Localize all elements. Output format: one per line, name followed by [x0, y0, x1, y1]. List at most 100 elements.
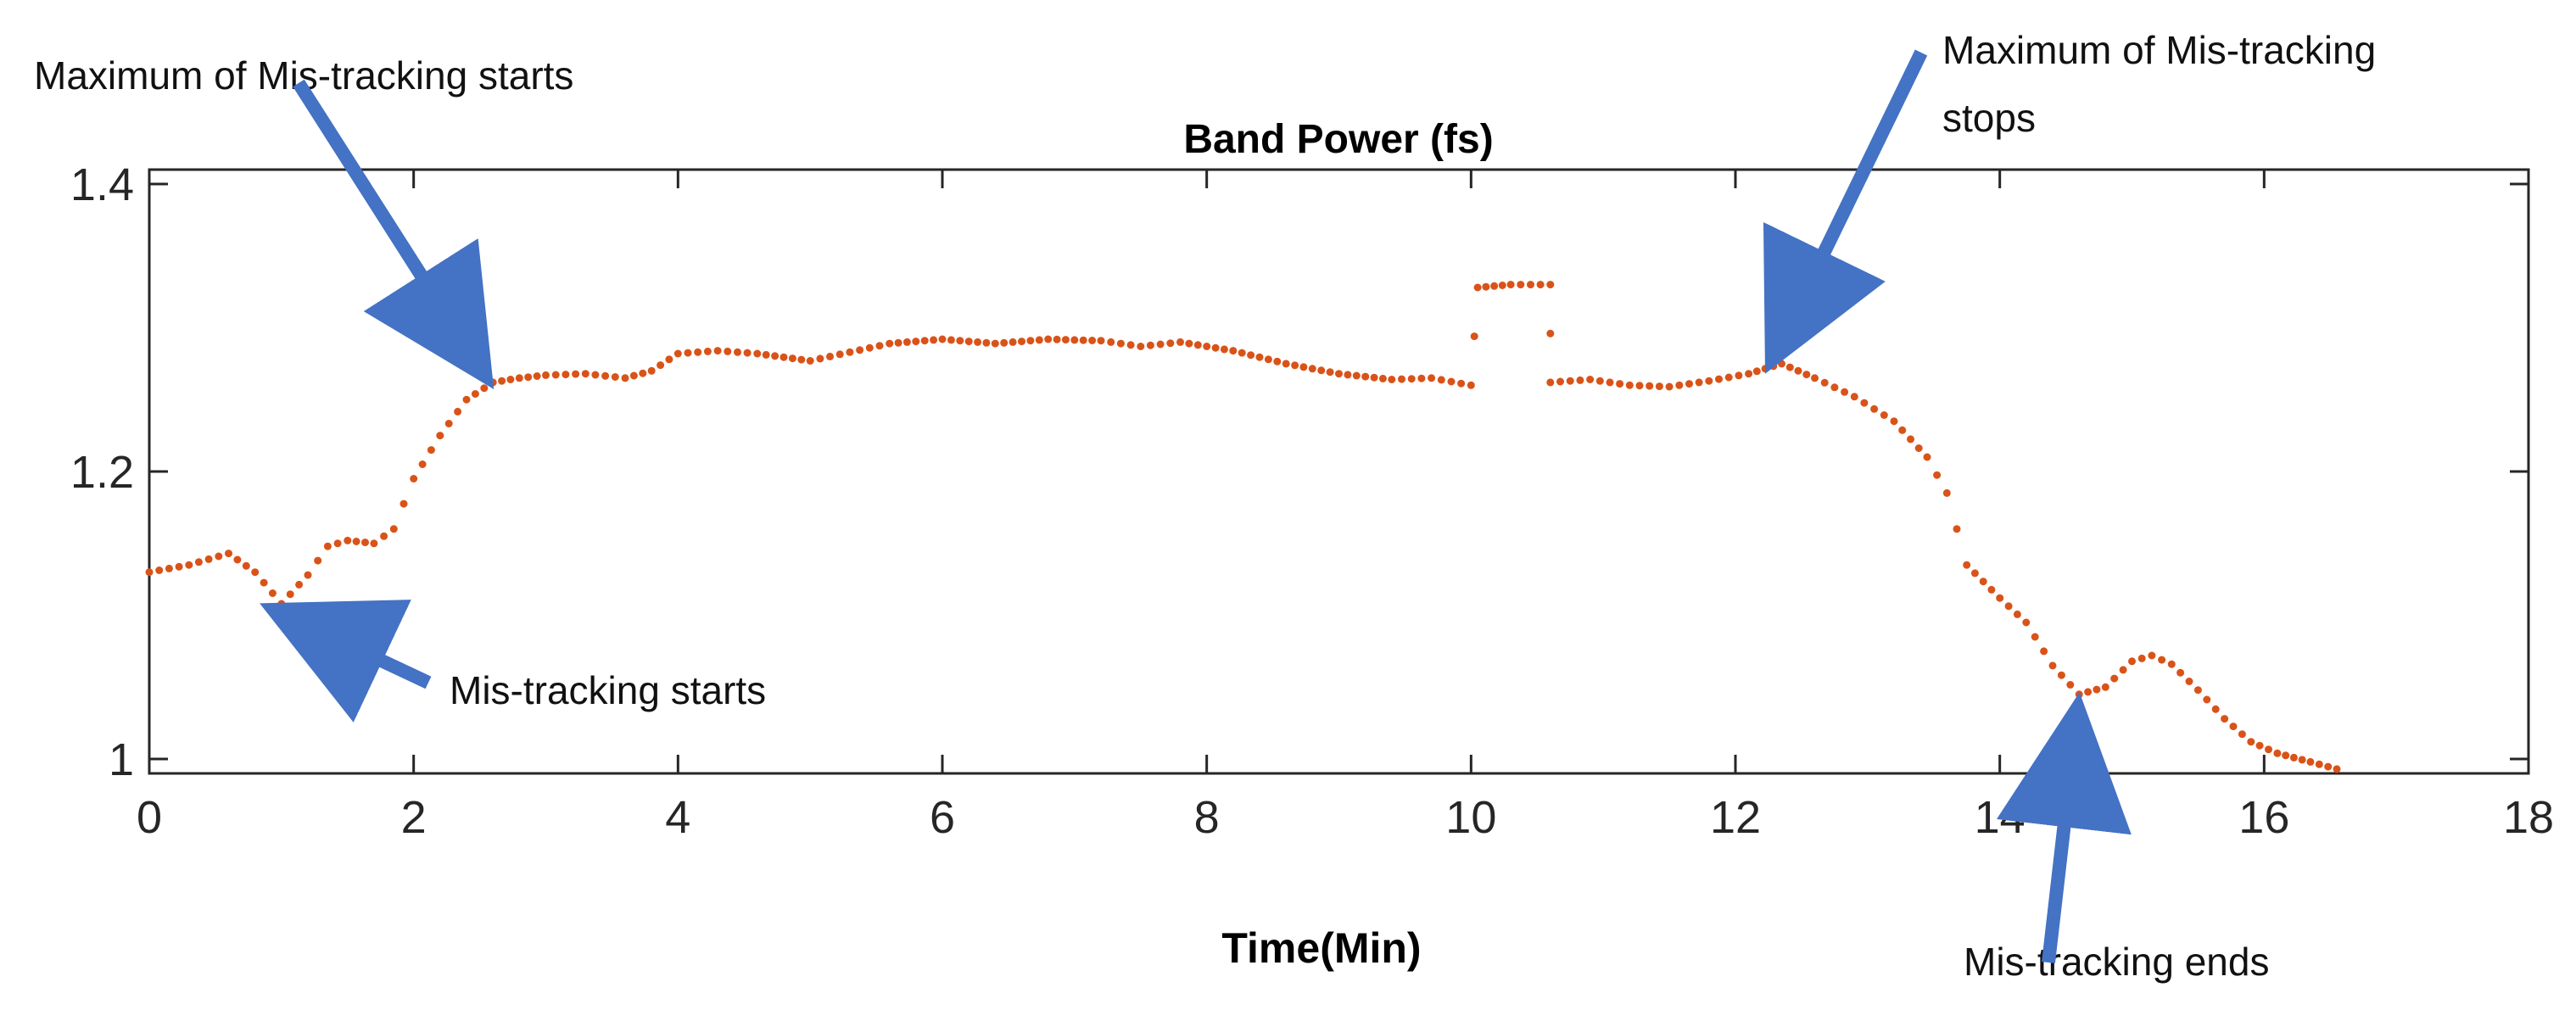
data-point [1282, 360, 1290, 368]
data-point [1035, 336, 1043, 344]
x-tick-label: 14 [1975, 792, 2026, 843]
annotation-max-stop-line1: Maximum of Mis-tracking [1942, 28, 2376, 72]
data-point [1735, 371, 1743, 380]
data-point [2203, 695, 2211, 704]
data-point [551, 371, 560, 379]
data-point [1566, 377, 1574, 385]
data-point [2315, 760, 2323, 768]
data-point [1635, 382, 1644, 390]
data-point [344, 536, 352, 544]
data-point [304, 571, 312, 579]
data-point [2013, 610, 2021, 618]
x-tick-label: 6 [930, 792, 955, 843]
data-point [1220, 345, 1228, 354]
data-point [1576, 376, 1584, 384]
data-point [1193, 341, 1202, 349]
data-point [2093, 685, 2101, 694]
data-point [1482, 282, 1490, 291]
data-point [875, 342, 884, 350]
data-point [1778, 360, 1785, 368]
x-tick-label: 0 [137, 792, 162, 843]
data-point [1556, 377, 1564, 386]
data-point [1606, 378, 1614, 387]
data-point [352, 538, 360, 545]
data-point [1428, 374, 1436, 382]
data-point [1490, 282, 1499, 290]
data-point [277, 600, 286, 608]
data-point [1820, 378, 1829, 387]
data-point [533, 372, 541, 380]
data-point [215, 552, 223, 561]
data-point [639, 369, 647, 377]
data-point [1361, 372, 1370, 381]
data-point [2048, 661, 2057, 670]
data-point [1841, 388, 1849, 396]
data-point [1009, 338, 1017, 346]
data-point [1898, 426, 1907, 434]
data-point [1398, 375, 1405, 383]
y-tick-label: 1 [109, 734, 134, 785]
data-point [1000, 338, 1009, 347]
data-point [1107, 338, 1115, 346]
data-point [1417, 374, 1426, 382]
data-point [902, 338, 911, 346]
data-point [361, 538, 369, 547]
data-point [1996, 594, 2004, 602]
data-point [982, 338, 991, 347]
data-point [1070, 336, 1079, 344]
data-point [2101, 683, 2109, 691]
data-point [762, 350, 770, 359]
data-point [1953, 525, 1961, 533]
data-point [1166, 339, 1175, 348]
data-point [703, 347, 712, 355]
data-point [1308, 365, 1316, 373]
annotation-max-stop-line2: stops [1942, 96, 2036, 140]
data-point [2057, 671, 2065, 679]
data-point [506, 376, 515, 383]
data-point [1933, 471, 1942, 479]
data-point [2066, 681, 2075, 689]
data-point [1447, 377, 1456, 386]
data-point [1273, 357, 1282, 365]
data-point [1890, 417, 1898, 426]
data-point [1685, 380, 1693, 388]
data-point [155, 566, 164, 574]
data-point [427, 446, 435, 455]
data-point [165, 564, 173, 572]
data-point [410, 475, 418, 483]
data-point [1625, 381, 1634, 389]
data-point [591, 371, 600, 379]
data-point [1785, 363, 1794, 371]
data-point [788, 354, 796, 363]
data-point [1352, 371, 1361, 380]
data-point [826, 352, 834, 360]
series-layer [145, 281, 2341, 773]
data-point [1088, 337, 1097, 344]
data-point [242, 561, 250, 570]
data-point [1370, 373, 1378, 382]
data-point [233, 555, 242, 564]
data-point [1987, 585, 1996, 594]
data-point [912, 338, 920, 346]
annotation-mis-end: Mis-tracking ends [1964, 940, 2269, 984]
data-point [1498, 282, 1506, 289]
data-point [1850, 393, 1858, 401]
data-point [2306, 757, 2315, 766]
data-point [418, 460, 427, 468]
data-point [1802, 371, 1811, 379]
data-point [1506, 281, 1515, 289]
x-axis-label: Time(Min) [1221, 924, 1421, 972]
data-point [1752, 367, 1761, 376]
data-point [1970, 569, 1979, 578]
data-point [1527, 281, 1534, 289]
arrow-max-stop [1763, 49, 1928, 374]
data-point [185, 561, 193, 569]
data-point [2176, 668, 2185, 677]
data-point [2158, 656, 2166, 664]
data-point [542, 371, 550, 379]
y-tick-label: 1.2 [70, 447, 134, 498]
data-point [684, 349, 692, 357]
data-point [1317, 366, 1326, 375]
data-point [1061, 336, 1070, 344]
